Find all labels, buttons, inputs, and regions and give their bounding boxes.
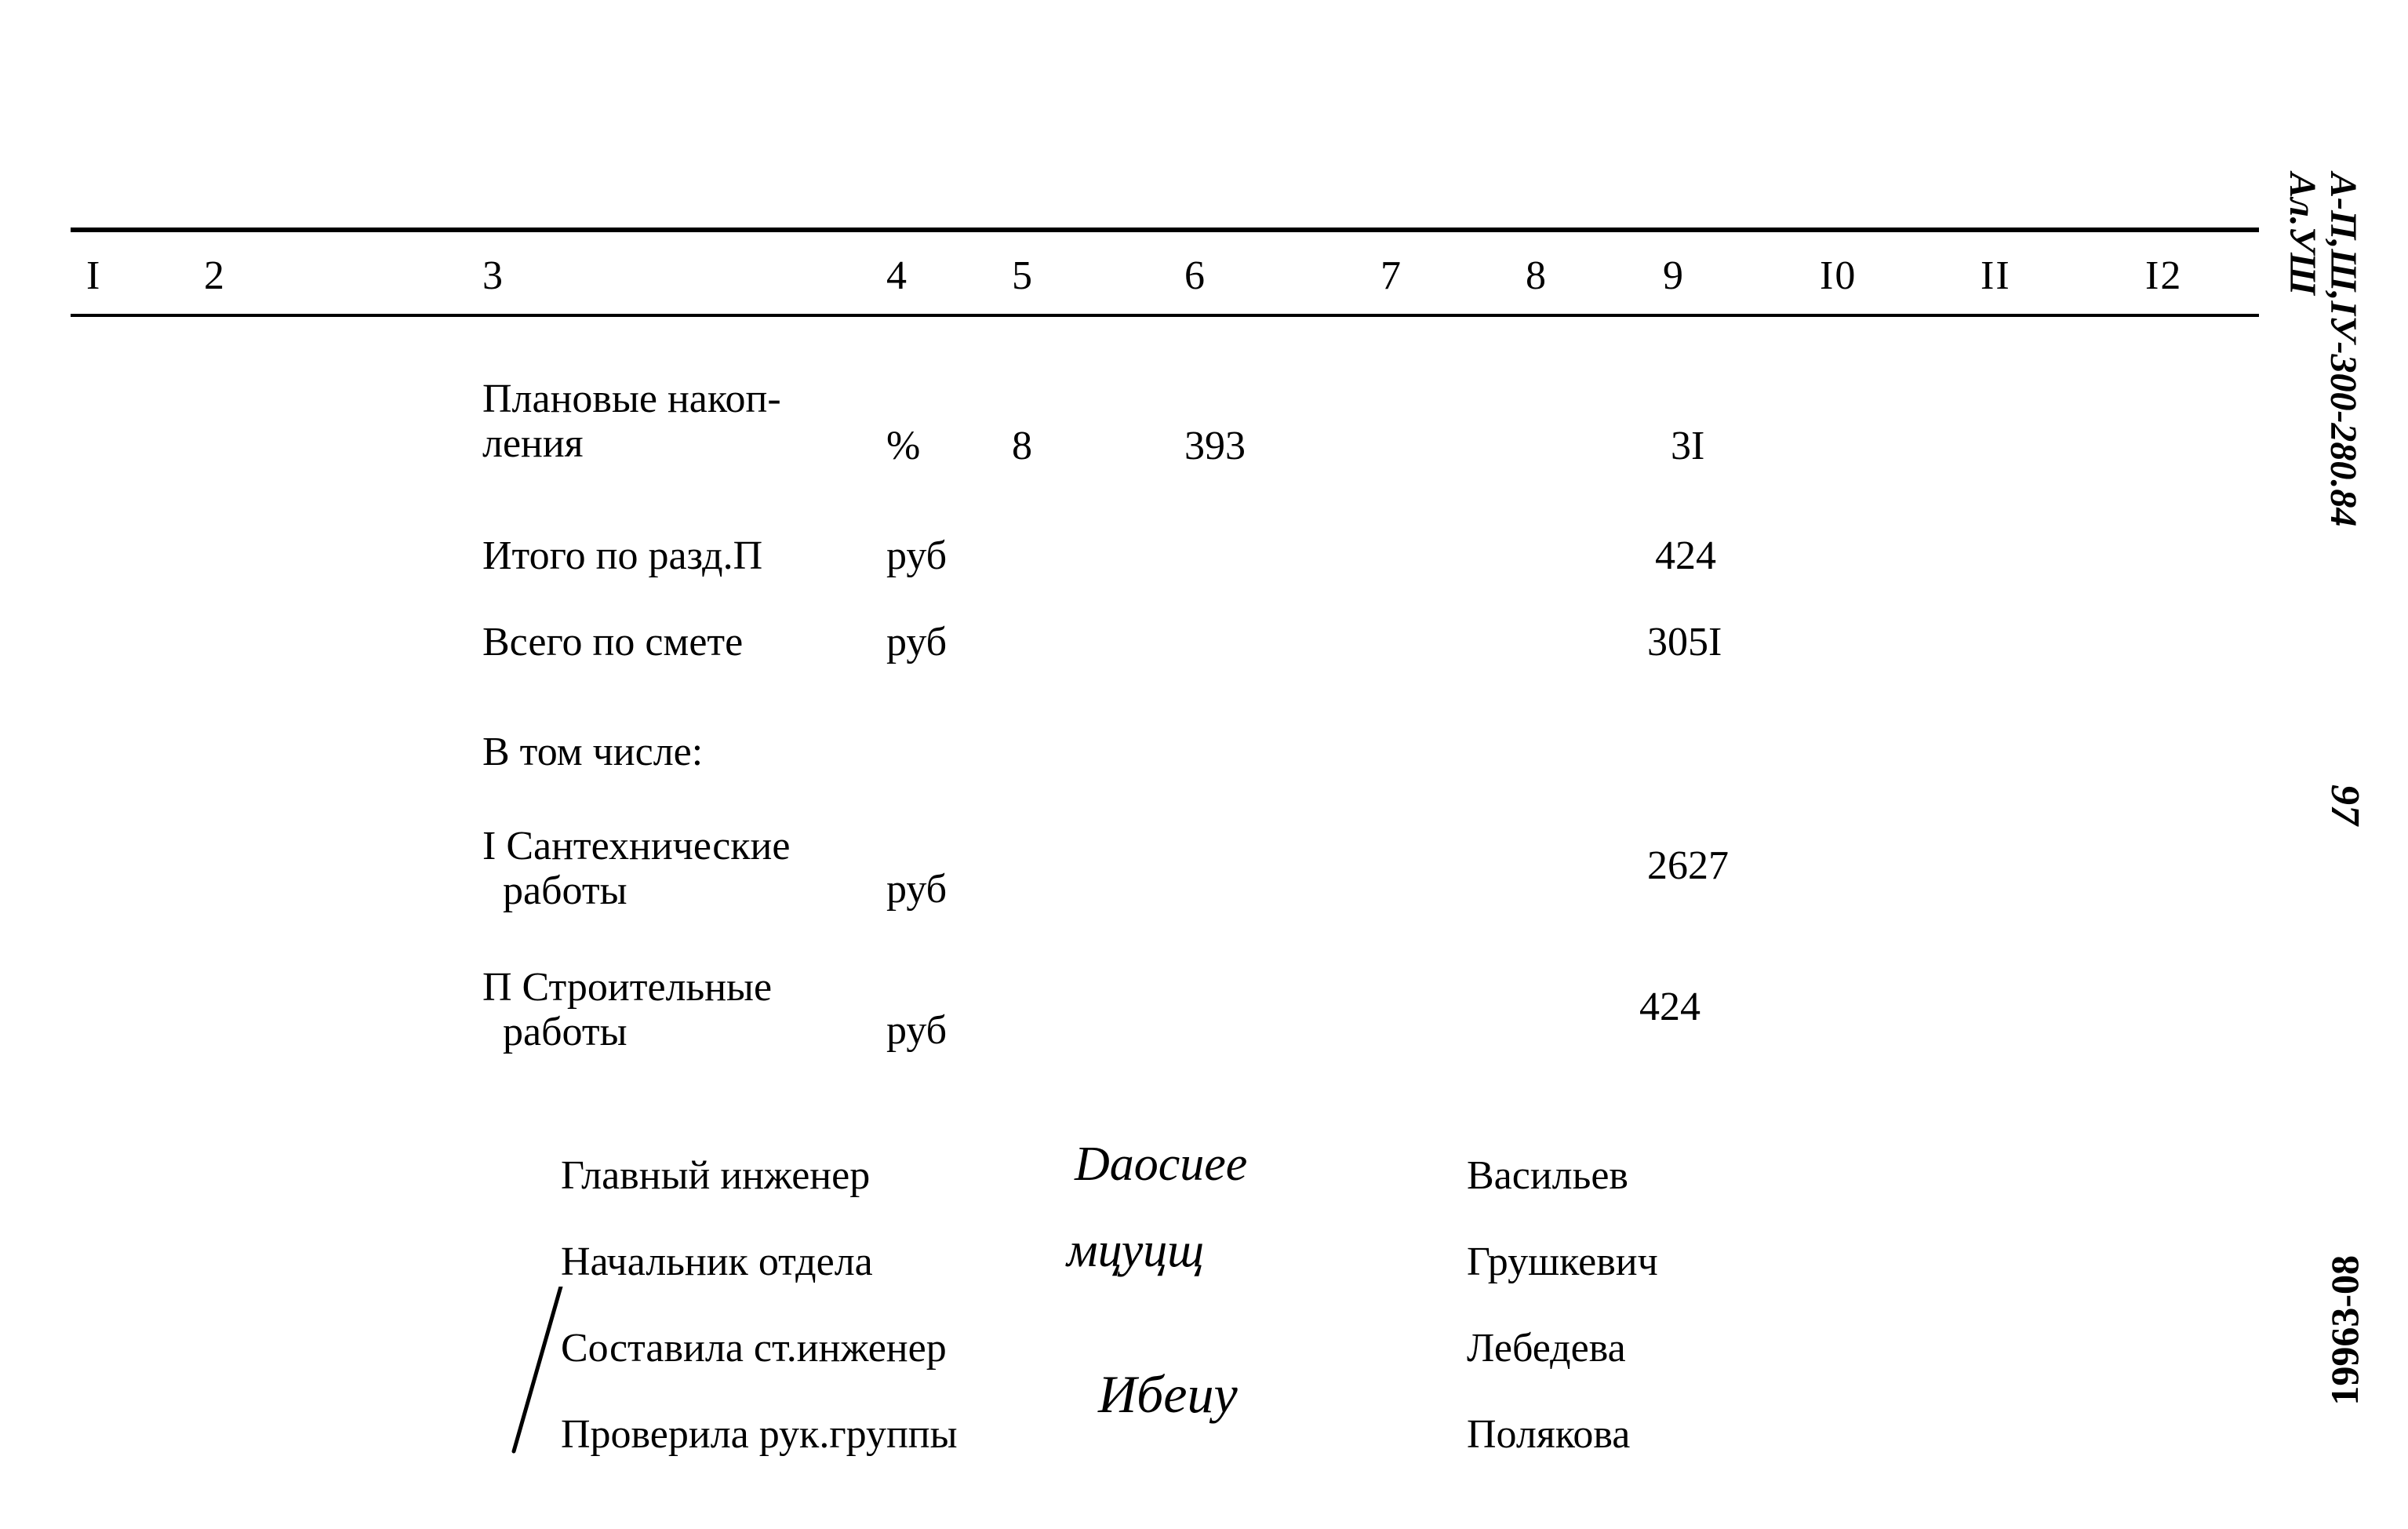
col-head: 9: [1663, 253, 1685, 299]
cell-unit: руб: [886, 620, 947, 664]
col-head: II: [1981, 253, 2011, 299]
cell-val: 305I: [1647, 620, 1722, 664]
cell-unit: руб: [886, 867, 947, 912]
sig-scribble: Dаосиее: [1075, 1138, 1247, 1191]
cell-val: 2627: [1647, 843, 1729, 888]
album-code: Ал.УШ: [2281, 173, 2324, 295]
col-head: 6: [1184, 253, 1206, 299]
sig-scribble: Ибеиу: [1098, 1365, 1238, 1424]
cell-desc: В том числе:: [482, 730, 703, 774]
col-head: I: [86, 253, 101, 299]
col-head: I2: [2145, 253, 2182, 299]
sig-name: Грушкевич: [1467, 1240, 1658, 1284]
sig-name: Васильев: [1467, 1153, 1628, 1198]
cell-desc: Плановые накоп- ления: [482, 377, 781, 466]
cell-val: 8: [1012, 424, 1032, 468]
document-page: I 2 3 4 5 6 7 8 9 I0 II I2 Плановые нако…: [0, 0, 2408, 1529]
sig-title: Главный инженер: [561, 1153, 870, 1198]
table-rule-top: [71, 228, 2259, 232]
cell-val: 3I: [1671, 424, 1704, 468]
col-head: 3: [482, 253, 504, 299]
sig-scribble: мцуцщ: [1067, 1224, 1204, 1277]
cell-val: 424: [1639, 985, 1701, 1029]
cell-desc: Всего по смете: [482, 620, 743, 664]
col-head: 7: [1380, 253, 1402, 299]
col-head: 4: [886, 253, 908, 299]
footer-code: 19963-08: [2322, 1255, 2367, 1406]
sig-name: Лебедева: [1467, 1326, 1626, 1371]
col-head: I0: [1820, 253, 1857, 299]
page-number: 97: [2322, 785, 2368, 825]
cell-desc: Итого по разд.П: [482, 533, 762, 578]
table-rule-bottom: [71, 314, 2259, 317]
cell-desc: П Строительные работы: [482, 965, 772, 1054]
sig-title: Составила ст.инженер: [561, 1326, 947, 1371]
cell-unit: руб: [886, 1008, 947, 1053]
col-head: 8: [1526, 253, 1548, 299]
cell-val: 424: [1655, 533, 1716, 578]
cell-desc: I Сантехнические работы: [482, 824, 790, 913]
sig-name: Полякова: [1467, 1412, 1630, 1457]
sig-title: Проверила рук.группы: [561, 1412, 958, 1457]
cell-val: 393: [1184, 424, 1246, 468]
cell-unit: %: [886, 424, 920, 468]
sig-title: Начальник отдела: [561, 1240, 873, 1284]
cell-unit: руб: [886, 533, 947, 578]
col-head: 5: [1012, 253, 1034, 299]
doc-code: А-П,Ш,IУ-300-280.84: [2322, 173, 2365, 526]
col-head: 2: [204, 253, 226, 299]
